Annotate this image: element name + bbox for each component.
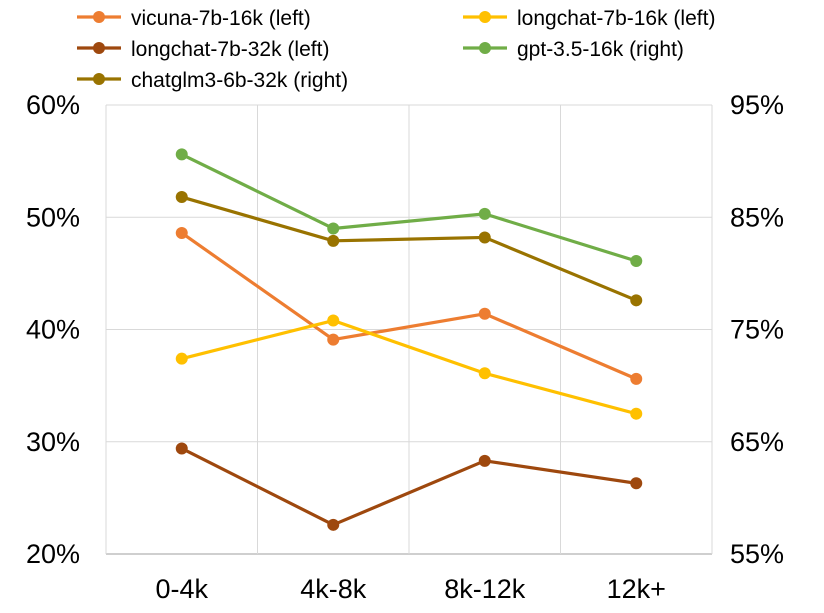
legend-swatch-marker [93,73,105,85]
data-point [175,442,188,455]
series-longchat-7b-32k-left [175,442,643,531]
series-longchat-7b-16k-left [175,314,643,420]
data-point [478,231,491,244]
series-vicuna-7b-16k-left [175,226,643,385]
plot-grid [105,104,713,555]
right-tick-label: 55% [730,539,784,569]
data-point [478,367,491,380]
left-tick-label: 60% [26,90,80,120]
data-point [630,407,643,420]
legend-entry-longchat-7b-32k-left: longchat-7b-32k (left) [77,38,329,61]
data-point [630,294,643,307]
right-tick-label: 95% [730,90,784,120]
right-tick-label: 65% [730,427,784,457]
legend-entry-chatglm3-6b-32k-right: chatglm3-6b-32k (right) [77,69,348,92]
data-point [478,207,491,220]
left-tick-label: 40% [26,315,80,345]
legend-label: chatglm3-6b-32k (right) [131,69,348,92]
data-point [327,314,340,327]
series-gpt-3-5-16k-right [175,148,643,268]
data-point [630,372,643,385]
left-tick-label: 50% [26,202,80,232]
right-tick-label: 75% [730,315,784,345]
series-line [180,231,637,381]
legend-swatch-marker [479,42,491,54]
data-point [175,226,188,239]
legend: vicuna-7b-16k (left) longchat-7b-16k (lef… [77,7,715,92]
series-line [181,318,637,416]
legend-swatch-marker [93,42,105,54]
left-axis-ticks: 20% 30% 40% 50% 60% [26,90,80,569]
left-tick-label: 30% [26,427,80,457]
x-tick-label: 12k+ [607,574,666,604]
x-axis-ticks: 0-4k 4k-8k 8k-12k 12k+ [155,574,665,604]
legend-label: longchat-7b-32k (left) [131,38,329,61]
data-point [327,222,340,235]
data-point [478,307,491,320]
legend-swatch-marker [479,11,491,23]
data-point [327,518,340,531]
right-axis-ticks: 55% 65% 75% 85% 95% [730,90,784,569]
legend-label: longchat-7b-16k (left) [517,7,715,30]
legend-label: vicuna-7b-16k (left) [131,7,311,30]
series-chatglm3-6b-32k-right [175,191,643,307]
series-layer [175,148,643,531]
legend-entry-longchat-7b-16k-left: longchat-7b-16k (left) [463,7,715,30]
x-tick-label: 4k-8k [300,574,367,604]
data-point [630,477,643,490]
left-tick-label: 20% [26,539,80,569]
data-point [478,454,491,467]
legend-swatch-marker [93,11,105,23]
data-point [630,255,643,268]
data-point [327,234,340,247]
legend-label: gpt-3.5-16k (right) [517,38,684,61]
data-point [175,191,188,204]
x-tick-label: 8k-12k [444,574,526,604]
data-point [175,352,188,365]
data-point [327,333,340,346]
legend-entry-vicuna-7b-16k-left: vicuna-7b-16k (left) [77,7,311,30]
right-tick-label: 85% [730,202,784,232]
legend-entry-gpt-3-5-16k-right: gpt-3.5-16k (right) [463,38,684,61]
x-tick-label: 0-4k [155,574,208,604]
series-line [181,152,637,263]
series-line [181,195,637,302]
data-point [175,148,188,161]
series-line [181,447,637,527]
